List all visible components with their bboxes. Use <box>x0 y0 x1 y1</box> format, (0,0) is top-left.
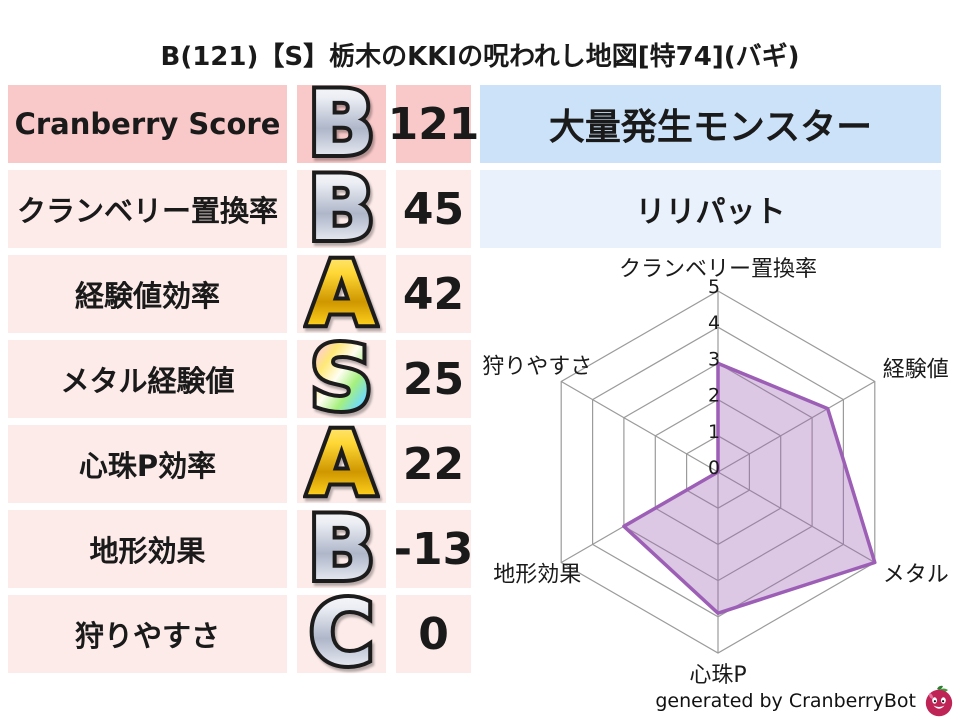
rank-letter: B <box>307 497 376 600</box>
radar-tick-label: 1 <box>708 421 720 443</box>
stat-value: 121 <box>388 85 479 163</box>
stat-value: 45 <box>396 170 471 248</box>
rank-letter: B <box>307 72 376 175</box>
stat-label: 地形効果 <box>8 510 287 588</box>
rank-letter: A <box>307 412 376 515</box>
radar-tick-label: 3 <box>708 348 720 370</box>
stats-table: Cranberry ScoreB121クランベリー置換率B45経験値効率A42メ… <box>8 80 479 678</box>
stat-label: メタル経験値 <box>8 340 287 418</box>
radar-tick-label: 2 <box>708 385 720 407</box>
radar-tick-label: 5 <box>708 276 720 298</box>
stat-label: 経験値効率 <box>8 255 287 333</box>
rank-letter: B <box>307 157 376 260</box>
radar-spoke <box>717 380 876 473</box>
stat-value: 22 <box>396 425 471 503</box>
radar-spoke <box>560 380 719 473</box>
rank-A-icon: A <box>307 420 375 508</box>
rank-B-icon: B <box>308 80 375 168</box>
stat-value: 0 <box>396 595 471 673</box>
rank-badge-cell: B <box>297 505 386 593</box>
rank-letter: A <box>307 242 376 345</box>
rank-badge-cell: A <box>297 250 386 338</box>
stat-label: 心珠P効率 <box>8 425 287 503</box>
radar-axis-label: 地形効果 <box>493 563 581 588</box>
radar-axis-label: 経験値 <box>883 358 949 383</box>
rank-badge-cell: B <box>297 165 386 253</box>
stat-label: クランベリー置換率 <box>8 170 287 248</box>
rank-A-icon: A <box>307 250 375 338</box>
cranberry-icon <box>925 685 953 717</box>
rank-badge-cell: S <box>297 335 386 423</box>
radar-axis-label: メタル <box>883 563 949 588</box>
rank-badge-cell: A <box>297 420 386 508</box>
radar-axis-label: 狩りやすさ <box>482 355 592 380</box>
radar-tick-label: 4 <box>708 312 720 334</box>
rank-B-icon: B <box>308 165 375 253</box>
rank-badge-cell: C <box>297 590 386 678</box>
radar-tick-label: 0 <box>708 457 720 479</box>
stat-label: Cranberry Score <box>8 85 287 163</box>
page-title: B(121)【S】栃木のKKIの呪われし地図[特74](バギ) <box>160 42 800 72</box>
radar-data-polygon <box>622 361 877 615</box>
stat-value: -13 <box>394 510 473 588</box>
radar-axis-label: クランベリー置換率 <box>619 257 817 282</box>
stat-value: 42 <box>396 255 471 333</box>
credit-text: generated by CranberryBot <box>655 690 916 712</box>
stat-label: 狩りやすさ <box>8 595 287 673</box>
rank-letter: C <box>309 582 374 685</box>
stat-value: 25 <box>396 340 471 418</box>
footer: generated by CranberryBot <box>655 684 956 718</box>
rank-B-icon: B <box>308 505 375 593</box>
rank-C-icon: C <box>309 590 374 678</box>
rank-S-icon: S <box>310 335 374 423</box>
radar-axis-label: 心珠P <box>689 663 746 688</box>
monster-name: リリパット <box>480 170 941 248</box>
monster-header: 大量発生モンスター <box>480 85 941 163</box>
rank-badge-cell: B <box>297 80 386 168</box>
rank-letter: S <box>309 327 374 430</box>
radar-spoke <box>717 471 876 564</box>
